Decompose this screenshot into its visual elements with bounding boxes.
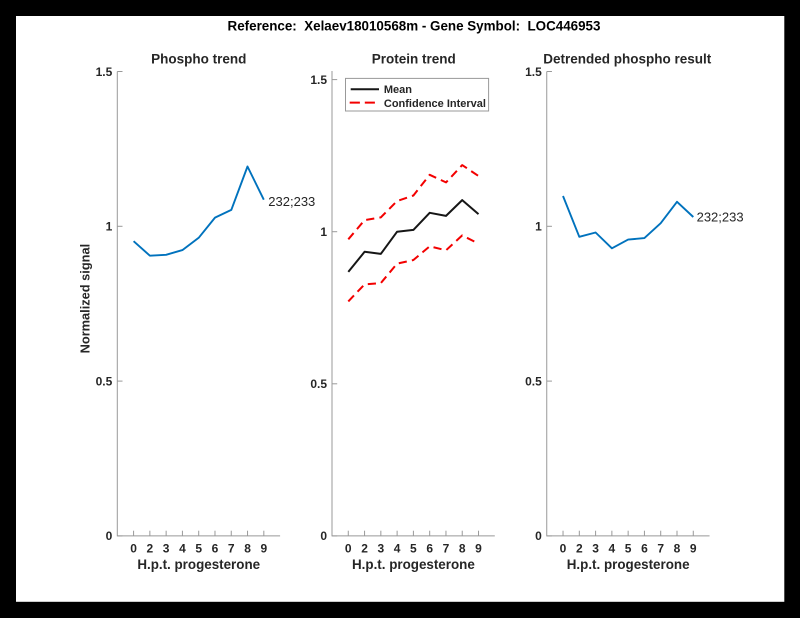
svg-text:Protein trend: Protein trend [372,51,456,66]
svg-text:0: 0 [320,529,327,543]
svg-text:6: 6 [212,541,219,555]
svg-text:0.5: 0.5 [96,374,113,388]
svg-text:2: 2 [147,541,154,555]
svg-text:Detrended phospho result: Detrended phospho result [543,51,712,66]
svg-text:0.5: 0.5 [525,374,542,388]
svg-text:1: 1 [535,220,542,234]
svg-text:0: 0 [130,541,137,555]
svg-text:4: 4 [179,541,186,555]
svg-text:232;233: 232;233 [268,194,315,209]
svg-text:8: 8 [244,541,251,555]
svg-text:5: 5 [625,541,632,555]
svg-text:Normalized signal: Normalized signal [78,244,93,354]
svg-text:0.5: 0.5 [310,377,327,391]
svg-text:9: 9 [260,541,267,555]
svg-text:2: 2 [576,541,583,555]
svg-text:0: 0 [535,529,542,543]
svg-text:3: 3 [163,541,170,555]
svg-text:4: 4 [394,541,401,555]
svg-text:1.5: 1.5 [310,73,327,87]
svg-text:3: 3 [592,541,599,555]
svg-text:232;233: 232;233 [697,209,744,224]
svg-text:9: 9 [475,541,482,555]
svg-text:1: 1 [320,225,327,239]
svg-text:H.p.t. progesterone: H.p.t. progesterone [352,557,475,572]
svg-text:Confidence Interval: Confidence Interval [384,98,486,110]
svg-text:1.5: 1.5 [525,65,542,79]
svg-text:Reference: Xelaev18010568m -: Reference: Xelaev18010568m - Gene Symbol… [228,18,601,33]
svg-text:4: 4 [609,541,616,555]
svg-text:2: 2 [361,541,368,555]
svg-text:3: 3 [377,541,384,555]
svg-text:0: 0 [560,541,567,555]
svg-text:8: 8 [459,541,466,555]
svg-text:6: 6 [426,541,433,555]
svg-text:9: 9 [690,541,697,555]
svg-text:7: 7 [657,541,664,555]
svg-text:0: 0 [345,541,352,555]
svg-text:1: 1 [106,220,113,234]
svg-text:7: 7 [443,541,450,555]
svg-text:5: 5 [195,541,202,555]
svg-text:H.p.t. progesterone: H.p.t. progesterone [137,557,260,572]
svg-text:5: 5 [410,541,417,555]
svg-text:Phospho trend: Phospho trend [151,51,246,66]
svg-text:0: 0 [106,529,113,543]
svg-text:8: 8 [674,541,681,555]
svg-text:6: 6 [641,541,648,555]
svg-text:7: 7 [228,541,235,555]
svg-text:1.5: 1.5 [96,65,113,79]
svg-text:Mean: Mean [384,84,412,96]
svg-text:H.p.t. progesterone: H.p.t. progesterone [567,557,690,572]
